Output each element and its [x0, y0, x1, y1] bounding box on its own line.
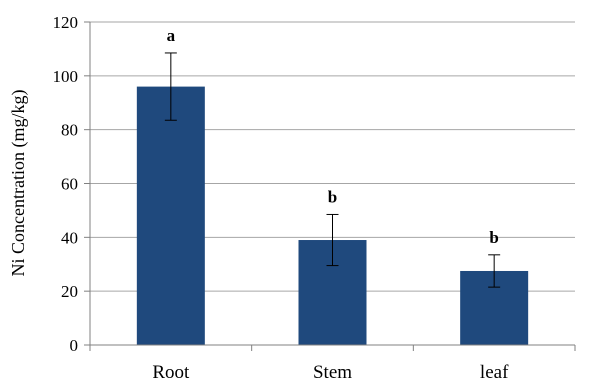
y-tick-label: 0 [70, 336, 79, 355]
bar [136, 86, 205, 345]
significance-label: b [328, 187, 337, 206]
x-tick-label: Root [152, 362, 190, 383]
error-bars [164, 52, 501, 288]
x-tick-label: leaf [480, 362, 509, 383]
significance-label: b [489, 228, 498, 247]
y-axis-title: Ni Concentration (mg/kg) [8, 90, 29, 277]
significance-labels: a b b [167, 26, 499, 247]
y-tick-label: 80 [61, 121, 78, 140]
y-tick-label: 60 [61, 175, 78, 194]
tick-labels: 0 20 40 60 80 100 120 Root Stem leaf [53, 13, 510, 383]
significance-label: a [167, 26, 176, 45]
x-tick-label: Stem [313, 362, 352, 383]
y-tick-label: 20 [61, 282, 78, 301]
axes [84, 21, 576, 351]
y-tick-label: 40 [61, 228, 78, 247]
y-tick-label: 100 [53, 67, 79, 86]
y-tick-label: 120 [53, 13, 79, 32]
